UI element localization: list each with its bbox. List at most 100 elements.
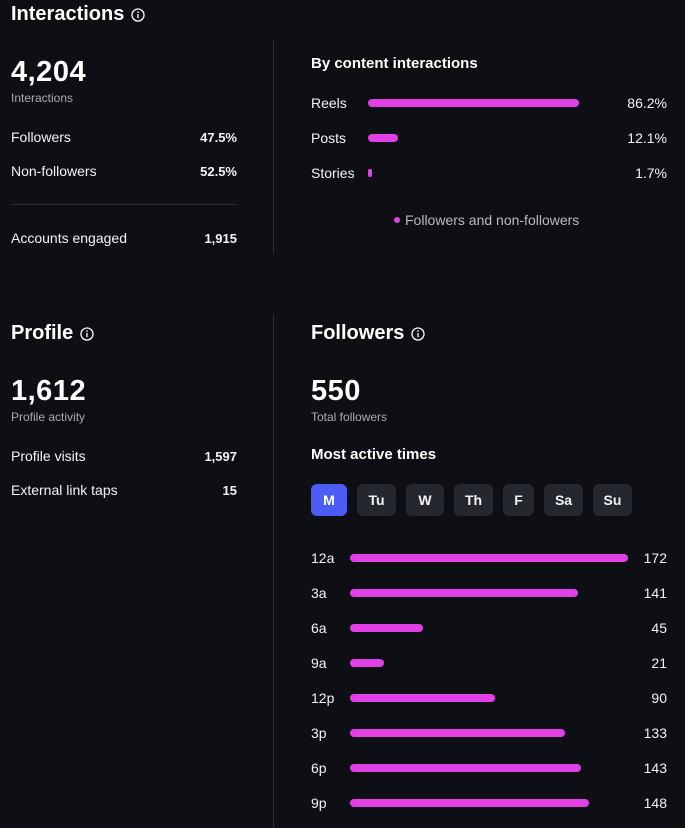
bar-label: Stories [311, 165, 355, 181]
hour-row: 9p 148 [311, 793, 667, 813]
hour-value: 141 [643, 585, 667, 601]
content-legend: Followers and non-followers [394, 212, 579, 228]
hour-label: 12a [311, 550, 335, 566]
bar-fill [368, 99, 579, 107]
hour-value: 172 [643, 550, 667, 566]
row-label: Profile visits [11, 448, 86, 464]
accounts-engaged-value: 1,915 [204, 230, 237, 246]
day-tab-thursday[interactable]: Th [454, 484, 493, 516]
hour-value: 90 [651, 690, 667, 706]
hour-row: 6p 143 [311, 758, 667, 778]
non-followers-share-row: Non-followers 52.5% [11, 163, 237, 179]
row-value: 52.5% [200, 163, 237, 179]
day-tabs: M Tu W Th F Sa Su [311, 484, 632, 516]
hour-track [350, 694, 628, 702]
hour-track [350, 554, 628, 562]
content-bar-stories: Stories 1.7% [311, 163, 667, 183]
content-interactions-title: By content interactions [311, 55, 478, 72]
day-tab-sunday[interactable]: Su [593, 484, 632, 516]
external-link-taps-row: External link taps 15 [11, 482, 237, 498]
legend-dot [394, 217, 400, 223]
hour-bar [350, 624, 423, 632]
legend-label: Followers and non-followers [405, 212, 580, 228]
hour-bar [350, 764, 581, 772]
hour-bar [350, 659, 384, 667]
row-value: 1,597 [204, 448, 237, 464]
day-tab-monday[interactable]: M [311, 484, 347, 516]
row-value: 47.5% [200, 129, 237, 145]
hour-row: 12p 90 [311, 688, 667, 708]
followers-share-row: Followers 47.5% [11, 129, 237, 145]
profile-visits-row: Profile visits 1,597 [11, 448, 237, 464]
hour-row: 6a 45 [311, 618, 667, 638]
hour-bar [350, 799, 589, 807]
day-tab-friday[interactable]: F [503, 484, 534, 516]
row-label: Followers [11, 129, 71, 145]
vertical-divider [273, 40, 274, 254]
followers-header: Followers [311, 322, 426, 345]
followers-total-label: Total followers [311, 410, 388, 424]
hour-label: 6a [311, 620, 327, 636]
row-label: Non-followers [11, 163, 97, 179]
accounts-engaged-row: Accounts engaged 1,915 [11, 230, 237, 246]
hour-value: 21 [651, 655, 667, 671]
bar-track [368, 99, 613, 107]
profile-total-label: Profile activity [11, 410, 86, 424]
content-bar-posts: Posts 12.1% [311, 128, 667, 148]
bar-track [368, 169, 613, 177]
followers-total: 550 [311, 375, 361, 407]
profile-total: 1,612 [11, 375, 87, 407]
profile-header: Profile [11, 322, 94, 345]
hour-value: 45 [651, 620, 667, 636]
interactions-total-label: Interactions [11, 91, 74, 105]
day-tab-wednesday[interactable]: W [406, 484, 444, 516]
bar-value: 86.2% [627, 95, 667, 111]
followers-title: Followers [311, 322, 405, 344]
row-value: 15 [222, 482, 237, 498]
most-active-times-title: Most active times [311, 446, 437, 463]
profile-title: Profile [11, 322, 74, 344]
hour-label: 3p [311, 725, 327, 741]
hour-track [350, 624, 628, 632]
bar-value: 1.7% [635, 165, 667, 181]
hour-value: 143 [643, 760, 667, 776]
hour-track [350, 799, 628, 807]
bar-fill [368, 169, 372, 177]
hour-track [350, 589, 628, 597]
interactions-title: Interactions [11, 3, 125, 25]
hour-bar [350, 589, 578, 597]
content-bar-reels: Reels 86.2% [311, 93, 667, 113]
bar-label: Reels [311, 95, 347, 111]
hour-track [350, 764, 628, 772]
vertical-divider [273, 315, 274, 828]
hour-label: 12p [311, 690, 335, 706]
interactions-total: 4,204 [11, 56, 87, 88]
info-icon[interactable] [131, 7, 146, 22]
hour-row: 12a 172 [311, 548, 667, 568]
hour-row: 9a 21 [311, 653, 667, 673]
hour-row: 3a 141 [311, 583, 667, 603]
interactions-header: Interactions [11, 3, 146, 26]
bar-track [368, 134, 613, 142]
bar-label: Posts [311, 130, 347, 146]
hour-label: 9p [311, 795, 327, 811]
divider [11, 204, 237, 205]
hour-value: 133 [643, 725, 667, 741]
day-tab-tuesday[interactable]: Tu [357, 484, 396, 516]
hour-value: 148 [643, 795, 667, 811]
bar-fill [368, 134, 398, 142]
hour-label: 3a [311, 585, 327, 601]
info-icon[interactable] [411, 326, 426, 341]
accounts-engaged-label: Accounts engaged [11, 230, 127, 246]
hour-track [350, 729, 628, 737]
info-icon[interactable] [80, 326, 94, 341]
hour-bar [350, 554, 628, 562]
hour-row: 3p 133 [311, 723, 667, 743]
row-label: External link taps [11, 482, 118, 498]
hour-bar [350, 694, 495, 702]
hour-track [350, 659, 628, 667]
bar-value: 12.1% [627, 130, 667, 146]
day-tab-saturday[interactable]: Sa [544, 484, 583, 516]
hour-label: 6p [311, 760, 327, 776]
hour-label: 9a [311, 655, 327, 671]
